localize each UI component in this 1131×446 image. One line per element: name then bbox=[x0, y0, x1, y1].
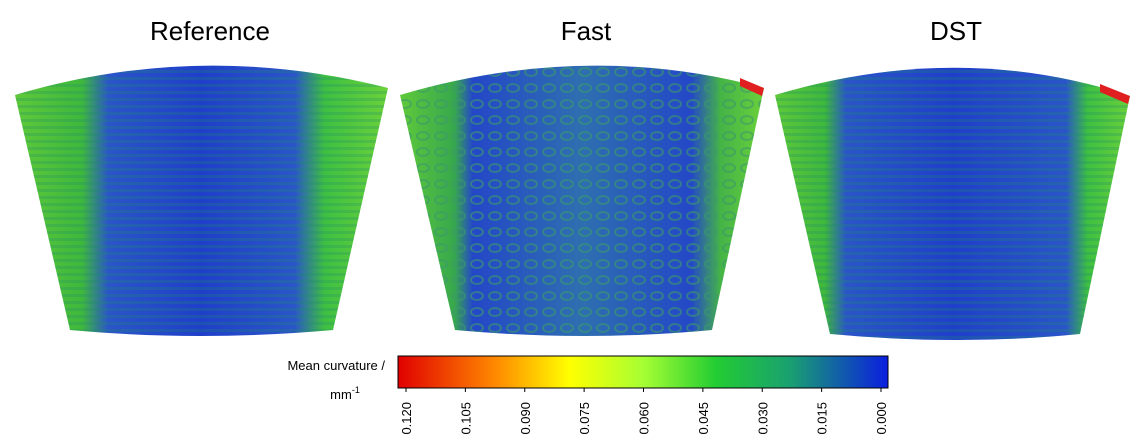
colorbar-label: Mean curvature / bbox=[287, 358, 385, 373]
tick-label: 0.000 bbox=[874, 402, 889, 435]
unit: mm bbox=[330, 387, 352, 402]
figure: Reference Fast DST Mean curvature / mm-1… bbox=[0, 0, 1131, 446]
panel-title: Fast bbox=[561, 16, 612, 46]
tick-label: 0.090 bbox=[518, 402, 533, 435]
tick-label: 0.060 bbox=[637, 402, 652, 435]
colorbar bbox=[398, 356, 888, 388]
colorbar-unit: mm-1 bbox=[330, 385, 360, 402]
tick-label: 0.120 bbox=[399, 402, 414, 435]
unit-exponent: -1 bbox=[352, 385, 360, 395]
tick-label: 0.015 bbox=[815, 402, 830, 435]
surface-dst bbox=[775, 68, 1130, 340]
panel-title: Reference bbox=[150, 16, 270, 46]
panel-title: DST bbox=[930, 16, 982, 46]
tick-label: 0.105 bbox=[458, 402, 473, 435]
tick-label: 0.030 bbox=[755, 402, 770, 435]
surface-fast bbox=[400, 66, 764, 336]
tick-label: 0.075 bbox=[577, 402, 592, 435]
tick-label: 0.045 bbox=[696, 402, 711, 435]
surface-reference bbox=[15, 66, 388, 336]
